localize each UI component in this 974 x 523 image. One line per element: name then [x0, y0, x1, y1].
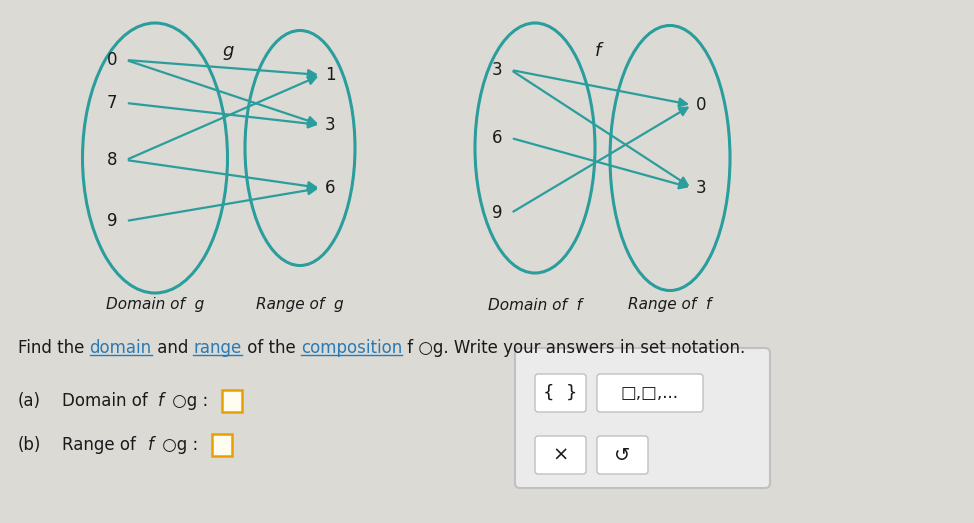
Text: Range of  f: Range of f — [628, 298, 712, 313]
Text: 3: 3 — [492, 61, 503, 79]
Text: ○g :: ○g : — [157, 436, 199, 454]
Text: Range of: Range of — [62, 436, 141, 454]
Text: Domain of  g: Domain of g — [106, 298, 205, 313]
Text: 7: 7 — [107, 94, 117, 112]
Text: 8: 8 — [107, 151, 117, 169]
Text: ○g :: ○g : — [167, 392, 208, 410]
FancyBboxPatch shape — [222, 390, 242, 412]
Text: domain: domain — [90, 339, 152, 357]
Text: f ○g. Write your answers in set notation.: f ○g. Write your answers in set notation… — [402, 339, 745, 357]
FancyBboxPatch shape — [597, 436, 648, 474]
Text: Domain of: Domain of — [62, 392, 153, 410]
Text: 0: 0 — [107, 51, 117, 69]
Text: □,□,...: □,□,... — [621, 384, 679, 402]
Text: 6: 6 — [492, 129, 503, 147]
Text: 1: 1 — [325, 66, 336, 84]
Text: 3: 3 — [325, 116, 336, 134]
Text: 0: 0 — [696, 96, 706, 114]
Text: 3: 3 — [696, 179, 706, 197]
Text: composition: composition — [301, 339, 402, 357]
Text: 9: 9 — [107, 212, 117, 230]
Text: Find the: Find the — [18, 339, 90, 357]
Text: 6: 6 — [325, 179, 335, 197]
Text: of the: of the — [242, 339, 301, 357]
Text: Domain of  f: Domain of f — [488, 298, 582, 313]
Text: g: g — [222, 42, 234, 60]
Text: ↺: ↺ — [615, 446, 631, 464]
Text: range: range — [194, 339, 242, 357]
FancyBboxPatch shape — [597, 374, 703, 412]
Text: ×: × — [552, 446, 569, 464]
FancyBboxPatch shape — [515, 348, 770, 488]
Text: f: f — [158, 392, 164, 410]
Text: (a): (a) — [18, 392, 41, 410]
FancyBboxPatch shape — [212, 434, 232, 456]
Text: and: and — [152, 339, 194, 357]
Text: f: f — [595, 42, 601, 60]
Text: 9: 9 — [492, 204, 503, 222]
FancyBboxPatch shape — [535, 374, 586, 412]
Text: (b): (b) — [18, 436, 41, 454]
Text: f: f — [148, 436, 154, 454]
FancyBboxPatch shape — [535, 436, 586, 474]
Text: Range of  g: Range of g — [256, 298, 344, 313]
Text: {  }: { } — [543, 384, 578, 402]
